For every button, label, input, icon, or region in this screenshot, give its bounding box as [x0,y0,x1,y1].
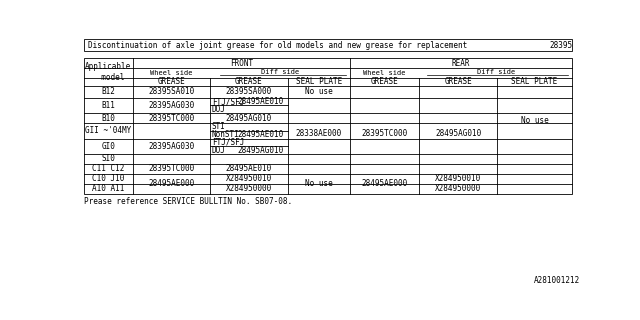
Text: SEAL PLATE: SEAL PLATE [511,77,557,86]
Text: REAR: REAR [452,59,470,68]
Text: Wheel side: Wheel side [150,70,193,76]
Text: NonSTI: NonSTI [212,130,239,139]
Text: 28495AE010: 28495AE010 [237,97,284,106]
Text: 28395SA010: 28395SA010 [148,87,195,96]
Text: 28495AG010: 28495AG010 [226,114,272,123]
Text: 28495AE000: 28495AE000 [362,180,408,188]
Text: X284950010: X284950010 [226,174,272,183]
Text: 28495AE010: 28495AE010 [226,164,272,173]
Text: C11 C12: C11 C12 [92,164,124,173]
Text: No use: No use [305,87,333,96]
Bar [84,58,572,194]
Text: 28395TC000: 28395TC000 [362,129,408,138]
Text: FTJ/SFJ: FTJ/SFJ [212,97,244,106]
Text: FRONT: FRONT [230,59,253,68]
Text: 28395SA000: 28395SA000 [226,87,272,96]
Text: A10 A11: A10 A11 [92,184,124,193]
Text: Discontinuation of axle joint grease for old models and new grease for replaceme: Discontinuation of axle joint grease for… [88,41,467,50]
Text: B12: B12 [101,87,115,96]
Text: GREASE: GREASE [371,77,399,86]
Text: 28495AG010: 28495AG010 [435,129,481,138]
Text: 28395: 28395 [549,41,572,50]
Text: A281001212: A281001212 [534,276,580,285]
Text: 28395AG030: 28395AG030 [148,142,195,151]
Text: 28395TC000: 28395TC000 [148,114,195,123]
Text: GII ~'04MY: GII ~'04MY [85,126,131,135]
Text: SI0: SI0 [101,155,115,164]
Bar [84,39,572,52]
Text: DOJ: DOJ [212,105,226,114]
Text: GI0: GI0 [101,142,115,151]
Text: 28395TC000: 28395TC000 [148,164,195,173]
Text: Prease reference SERVICE BULLTIN No. SB07-08.: Prease reference SERVICE BULLTIN No. SB0… [84,197,292,206]
Text: Diff side: Diff side [477,69,515,75]
Text: B11: B11 [101,101,115,110]
Text: STI: STI [212,123,226,132]
Text: Applicable
  model: Applicable model [85,62,131,82]
Text: FTJ/SFJ: FTJ/SFJ [212,138,244,147]
Text: Wheel side: Wheel side [364,70,406,76]
Text: 28495AE010: 28495AE010 [237,130,284,139]
Text: GREASE: GREASE [444,77,472,86]
Text: 28495AG010: 28495AG010 [237,146,284,155]
Text: B10: B10 [101,114,115,123]
Text: X284950000: X284950000 [435,184,481,193]
Text: X284950000: X284950000 [226,184,272,193]
Text: DOJ: DOJ [212,146,226,155]
Text: 28495AE000: 28495AE000 [148,180,195,188]
Text: No use: No use [305,180,333,188]
Text: GREASE: GREASE [157,77,186,86]
Text: C10 J10: C10 J10 [92,174,124,183]
Text: SEAL PLATE: SEAL PLATE [296,77,342,86]
Text: Diff side: Diff side [261,69,299,75]
Text: 28338AE000: 28338AE000 [296,129,342,138]
Text: No use: No use [521,116,548,124]
Text: X284950010: X284950010 [435,174,481,183]
Text: 28395AG030: 28395AG030 [148,101,195,110]
Text: GREASE: GREASE [235,77,263,86]
